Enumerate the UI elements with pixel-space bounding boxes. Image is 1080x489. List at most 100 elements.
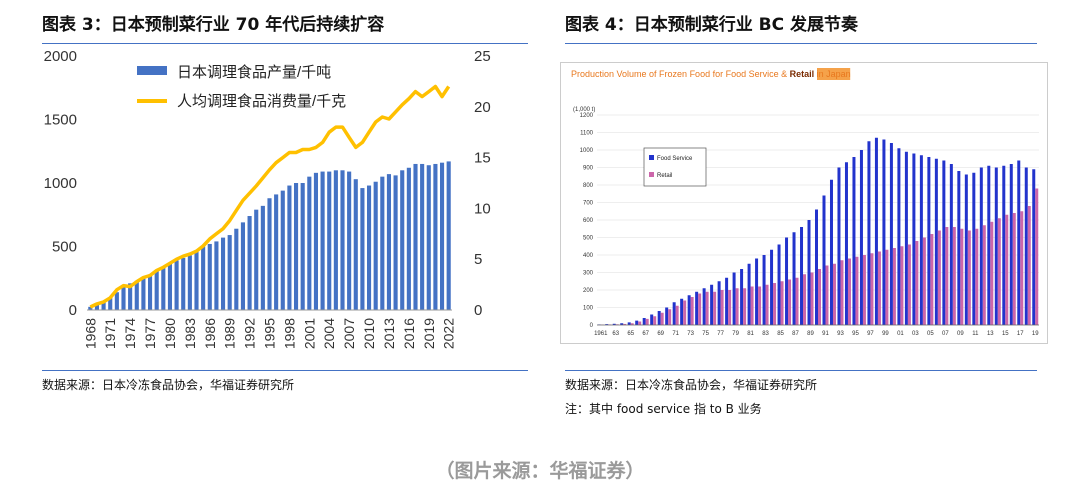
production-bar [293, 183, 299, 310]
right-source-rule [565, 370, 1037, 371]
retail-bar [937, 230, 941, 325]
production-bar [333, 170, 338, 310]
production-bar [121, 287, 126, 310]
food-service-bar [1032, 169, 1036, 325]
right-y-tick-label: 900 [583, 166, 594, 172]
retail-bar [915, 241, 919, 325]
retail-bar [818, 269, 821, 325]
retail-bar [870, 253, 874, 325]
right-y-tick-label: 5 [474, 251, 482, 268]
food-service-bar [687, 295, 691, 325]
right-x-tick-label: 65 [627, 331, 634, 337]
right-x-tick-label: 95 [852, 331, 859, 337]
production-bar [267, 198, 272, 310]
retail-bar [803, 274, 807, 325]
right-x-tick-label: 83 [762, 331, 769, 337]
right-y-tick-label: 20 [474, 99, 491, 116]
food-service-bar [620, 323, 624, 325]
retail-bar [630, 323, 634, 325]
food-service-bar [627, 322, 631, 325]
production-bar [247, 216, 252, 310]
retail-bar [720, 290, 724, 325]
retail-bar [788, 279, 792, 325]
right-chart-frame: Production Volume of Frozen Food for Foo… [560, 62, 1048, 344]
food-service-bar [777, 244, 781, 325]
retail-bar [1012, 213, 1016, 325]
right-x-tick-label: 19 [1032, 331, 1039, 337]
production-bar [320, 171, 325, 310]
production-bar [406, 167, 411, 310]
production-bar [154, 270, 159, 310]
food-service-bar [702, 288, 706, 325]
retail-bar [810, 272, 814, 325]
production-bar [366, 185, 372, 310]
retail-bar [960, 228, 964, 325]
x-tick-label: 1986 [202, 318, 218, 349]
food-service-bar [822, 195, 826, 325]
x-tick-label: 1995 [262, 318, 278, 349]
right-y-tick-label: 10 [474, 200, 491, 217]
right-y-tick-label: 800 [583, 183, 594, 189]
food-service-bar [867, 141, 871, 325]
production-bar [167, 263, 173, 310]
right-x-tick-label: 07 [942, 331, 949, 337]
production-bar [194, 251, 199, 310]
legend-swatch-retail [649, 172, 654, 177]
food-service-bar [1024, 167, 1028, 325]
food-service-bar [762, 255, 766, 325]
food-service-bar [859, 150, 863, 325]
production-bar [88, 306, 93, 310]
food-service-bar [957, 171, 961, 325]
x-tick-label: 2016 [401, 318, 417, 349]
retail-bar [750, 286, 754, 325]
retail-bar [930, 234, 934, 325]
production-bar [201, 246, 206, 310]
right-x-tick-label: 63 [612, 331, 619, 337]
legend-label-retail: Retail [657, 173, 672, 179]
production-bar [360, 188, 365, 310]
food-service-bar [770, 249, 774, 325]
title-highlight-box [817, 68, 851, 80]
retail-bar [660, 312, 664, 325]
food-service-bar [680, 298, 684, 325]
food-service-bar [650, 314, 654, 325]
production-bar [141, 276, 146, 310]
food-service-bar [964, 174, 968, 325]
title-part: in Japan [814, 69, 851, 79]
retail-bar [690, 297, 694, 325]
retail-bar [975, 228, 979, 325]
food-service-bar [882, 139, 886, 325]
production-bar [174, 260, 179, 310]
x-tick-label: 2004 [321, 318, 337, 349]
retail-bar [990, 221, 994, 325]
food-service-bar [994, 167, 998, 325]
retail-bar [623, 323, 627, 325]
food-service-bar [987, 165, 991, 325]
right-x-tick-label: 69 [657, 331, 664, 337]
production-bar [426, 165, 431, 310]
retail-bar [907, 244, 911, 325]
image-caption: （图片来源：华福证券） [435, 460, 645, 482]
retail-bar [967, 230, 971, 325]
production-bar [108, 297, 113, 310]
production-bar [300, 183, 305, 310]
right-chart-title: 图表 4：日本预制菜行业 BC 发展节奏 [565, 15, 859, 35]
production-bar [134, 280, 139, 310]
retail-bar [892, 248, 896, 325]
food-service-bar [642, 318, 646, 325]
retail-bar [922, 237, 926, 325]
production-bar [287, 185, 292, 310]
food-service-bar [837, 167, 841, 325]
right-x-tick-label: 77 [717, 331, 724, 337]
right-x-tick-label: 17 [1017, 331, 1024, 337]
retail-bar [1027, 206, 1031, 325]
retail-bar [885, 249, 889, 325]
retail-bar [780, 281, 784, 325]
production-bar [147, 274, 153, 310]
food-service-bar [949, 164, 953, 325]
x-tick-label: 2001 [301, 318, 317, 349]
right-x-tick-label: 81 [747, 331, 754, 337]
right-y-tick-label: 700 [583, 201, 594, 207]
food-service-bar [889, 143, 893, 325]
